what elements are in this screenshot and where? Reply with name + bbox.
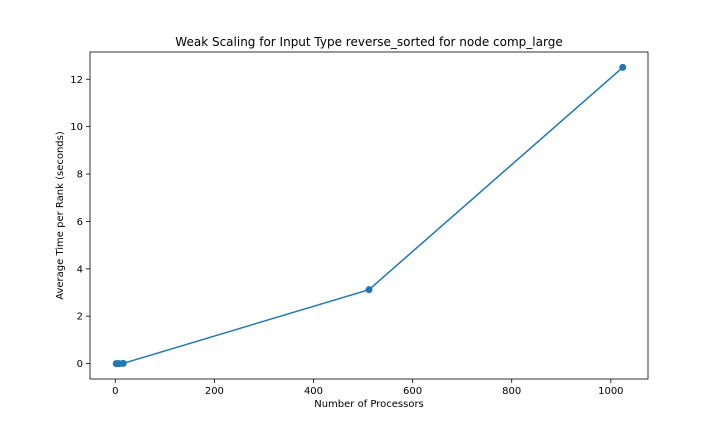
plot-frame [89,51,649,380]
x-tick-label: 0 [112,386,118,397]
x-tick-label: 600 [403,386,422,397]
data-point [365,286,373,294]
x-tick-label: 400 [304,386,323,397]
y-axis-label: Average Time per Rank (seconds) [55,131,66,300]
chart-title: Weak Scaling for Input Type reverse_sort… [175,35,562,49]
y-tick-label: 10 [70,122,83,133]
x-axis-ticks: 0 200 400 600 800 1000 [112,379,624,397]
data-point [119,359,127,367]
plot-area [112,63,627,368]
y-tick-label: 4 [77,264,83,275]
x-tick-label: 1000 [598,386,623,397]
y-tick-label: 12 [70,75,83,86]
x-axis-label: Number of Processors [314,399,424,410]
y-tick-label: 0 [77,359,83,370]
x-tick-label: 200 [205,386,224,397]
y-tick-label: 6 [77,217,83,228]
x-tick-label: 800 [502,386,521,397]
y-tick-label: 2 [77,312,83,323]
data-point [619,63,627,71]
y-tick-label: 8 [77,170,83,181]
y-axis-ticks: 0 2 4 6 8 10 12 [70,75,90,370]
